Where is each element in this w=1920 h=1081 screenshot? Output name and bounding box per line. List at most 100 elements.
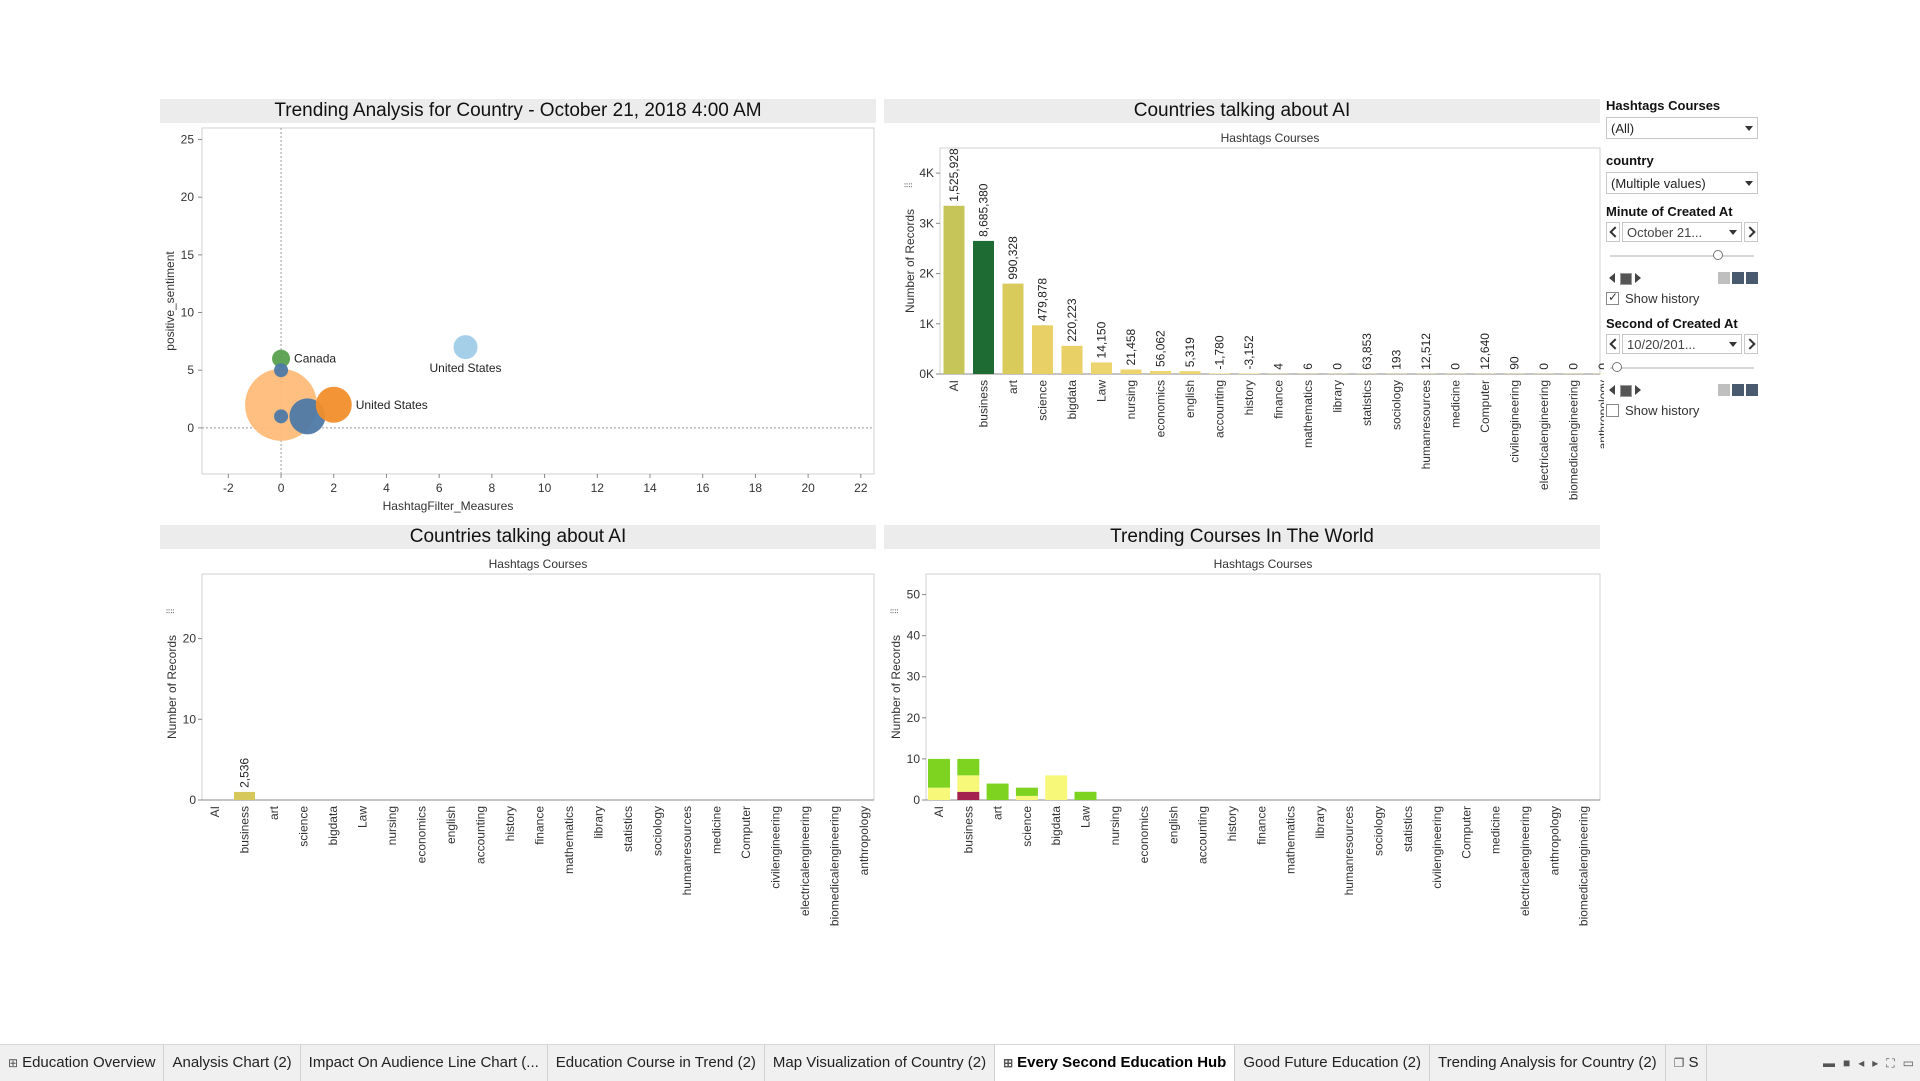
play-back-icon bbox=[1609, 385, 1615, 395]
play-forward-icon bbox=[1635, 385, 1641, 395]
sheet-tab[interactable]: ⊞Education Overview bbox=[0, 1045, 164, 1081]
second-slider[interactable] bbox=[1610, 361, 1754, 375]
category-label: Computer bbox=[739, 806, 753, 859]
category-label: sociology bbox=[1372, 806, 1386, 856]
speed-selector[interactable] bbox=[1718, 384, 1758, 396]
sheet-tab[interactable]: Trending Analysis for Country (2) bbox=[1430, 1045, 1666, 1081]
play-back-button[interactable] bbox=[1606, 383, 1618, 397]
sheet-tab[interactable]: Good Future Education (2) bbox=[1235, 1045, 1430, 1081]
category-label: biomedicalengineering bbox=[828, 806, 842, 926]
present-icon[interactable]: ▭ bbox=[1903, 1056, 1914, 1070]
bar-segment bbox=[957, 792, 979, 800]
category-label: science bbox=[1020, 806, 1034, 847]
minute-slider[interactable] bbox=[1610, 249, 1754, 263]
play-forward-button[interactable] bbox=[1632, 383, 1644, 397]
minute-next-button[interactable] bbox=[1744, 222, 1758, 242]
y-axis-title: Number of Records bbox=[903, 209, 917, 313]
minute-show-history[interactable]: Show history bbox=[1606, 291, 1758, 306]
minute-slider-handle[interactable] bbox=[1713, 250, 1723, 260]
category-label: civilengineering bbox=[1430, 806, 1444, 889]
y-tick-label: 4K bbox=[919, 166, 934, 180]
hashtags-filter-dropdown[interactable]: (All) bbox=[1606, 117, 1758, 139]
data-label: 0 bbox=[1449, 363, 1463, 370]
hashtags-filter-label: Hashtags Courses bbox=[1606, 98, 1758, 113]
sheet-tab-label: Analysis Chart (2) bbox=[172, 1054, 291, 1071]
prev-sheet-icon[interactable]: ◂ bbox=[1858, 1056, 1864, 1070]
bar-segment bbox=[1016, 796, 1038, 800]
category-label: statistics bbox=[1360, 380, 1374, 426]
second-slider-track bbox=[1610, 367, 1754, 369]
fullscreen-icon[interactable]: ⛶ bbox=[1886, 1056, 1894, 1071]
y-tick-label: 2K bbox=[919, 267, 934, 281]
column-header: Hashtags Courses bbox=[489, 557, 588, 571]
speed-slow-icon[interactable] bbox=[1718, 384, 1730, 396]
category-label: electricalengineering bbox=[798, 806, 812, 916]
next-sheet-icon[interactable]: ▸ bbox=[1872, 1056, 1878, 1070]
category-label: humanresources bbox=[1419, 380, 1433, 469]
stacked-panel-title: Trending Courses In The World bbox=[884, 525, 1600, 549]
data-label: 479,878 bbox=[1036, 278, 1050, 322]
second-show-history[interactable]: Show history bbox=[1606, 403, 1758, 418]
data-label: 0 bbox=[1567, 363, 1581, 370]
y-tick-label: 10 bbox=[183, 712, 197, 726]
list-view-icon[interactable]: ▬ bbox=[1823, 1056, 1835, 1070]
category-label: mathematics bbox=[562, 806, 576, 874]
scatter-point bbox=[316, 387, 352, 423]
speed-selector[interactable] bbox=[1718, 272, 1758, 284]
sheet-tab[interactable]: Map Visualization of Country (2) bbox=[765, 1045, 995, 1081]
second-show-history-label: Show history bbox=[1625, 403, 1699, 418]
category-label: economics bbox=[1154, 380, 1168, 437]
y-tick-label: 0 bbox=[189, 793, 196, 807]
speed-fast-icon[interactable] bbox=[1746, 384, 1758, 396]
sheet-tab-label: Impact On Audience Line Chart (... bbox=[309, 1054, 539, 1071]
category-label: biomedicalengineering bbox=[1567, 380, 1581, 500]
speed-medium-icon[interactable] bbox=[1732, 272, 1744, 284]
category-label: business bbox=[961, 806, 975, 853]
category-label: bigdata bbox=[1065, 380, 1079, 420]
category-label: accounting bbox=[1196, 806, 1210, 864]
play-back-button[interactable] bbox=[1606, 271, 1618, 285]
second-value-dropdown[interactable]: 10/20/201... bbox=[1622, 334, 1742, 354]
play-forward-button[interactable] bbox=[1632, 271, 1644, 285]
minute-prev-button[interactable] bbox=[1606, 222, 1620, 242]
speed-slow-icon[interactable] bbox=[1718, 272, 1730, 284]
grid-icon: ⊞ bbox=[8, 1056, 18, 1070]
second-filter-label: Second of Created At bbox=[1606, 316, 1758, 331]
country-filter-label: country bbox=[1606, 153, 1758, 168]
minute-show-history-checkbox[interactable] bbox=[1606, 292, 1619, 305]
data-label: 4 bbox=[1272, 363, 1286, 370]
bar-segment bbox=[1075, 792, 1097, 800]
country-filter-dropdown[interactable]: (Multiple values) bbox=[1606, 172, 1758, 194]
second-show-history-checkbox[interactable] bbox=[1606, 404, 1619, 417]
stop-button[interactable] bbox=[1619, 271, 1631, 285]
sheet-tab[interactable]: ❐S bbox=[1666, 1045, 1708, 1081]
sheet-tab[interactable]: Education Course in Trend (2) bbox=[548, 1045, 765, 1081]
second-slider-handle[interactable] bbox=[1612, 362, 1622, 372]
category-label: library bbox=[592, 806, 606, 839]
sheet-tab-label: S bbox=[1688, 1054, 1698, 1071]
speed-medium-icon[interactable] bbox=[1732, 384, 1744, 396]
stop-button[interactable] bbox=[1619, 383, 1631, 397]
second-next-button[interactable] bbox=[1744, 334, 1758, 354]
second-prev-button[interactable] bbox=[1606, 334, 1620, 354]
minute-value-dropdown[interactable]: October 21... bbox=[1622, 222, 1742, 242]
sheet-tab[interactable]: Analysis Chart (2) bbox=[164, 1045, 300, 1081]
data-label: 14,150 bbox=[1095, 321, 1109, 358]
category-label: Law bbox=[1095, 380, 1109, 402]
sort-icon: ⁞⁞ bbox=[904, 182, 915, 188]
category-label: history bbox=[1242, 380, 1256, 415]
sheet-tab[interactable]: ⊞Every Second Education Hub bbox=[995, 1045, 1235, 1081]
sheet-tab[interactable]: Impact On Audience Line Chart (... bbox=[301, 1045, 548, 1081]
category-label: medicine bbox=[1449, 380, 1463, 428]
speed-fast-icon[interactable] bbox=[1746, 272, 1758, 284]
data-label: 6 bbox=[1301, 363, 1315, 370]
data-label: 1,525,928 bbox=[947, 148, 961, 202]
grid-view-icon[interactable]: ■ bbox=[1843, 1056, 1850, 1070]
x-tick-label: 18 bbox=[749, 481, 763, 495]
chevron-down-icon bbox=[1729, 342, 1737, 347]
hashtags-filter-value: (All) bbox=[1611, 121, 1634, 136]
y-tick-label: 40 bbox=[907, 629, 921, 643]
category-label: civilengineering bbox=[1508, 380, 1522, 463]
bar bbox=[1032, 325, 1053, 374]
bar-segment bbox=[928, 788, 950, 800]
